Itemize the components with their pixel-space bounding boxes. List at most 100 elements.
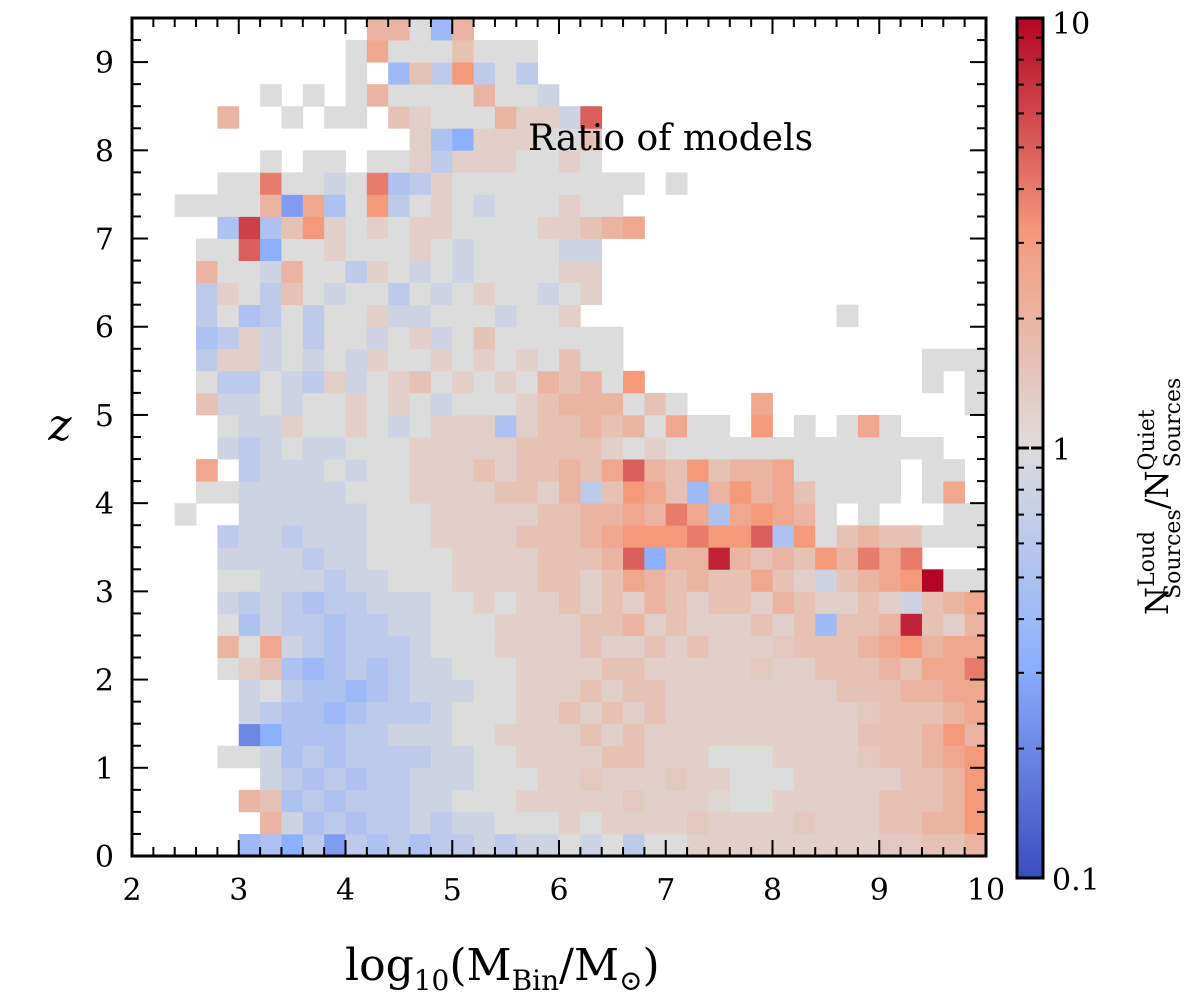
- heatmap-cell: [324, 789, 346, 813]
- heatmap-cell: [409, 745, 432, 769]
- heatmap-cell: [793, 547, 816, 570]
- heatmap-cell: [366, 569, 389, 592]
- heatmap-cell: [238, 326, 261, 350]
- annotation-text: Ratio of models: [528, 118, 813, 159]
- heatmap-cell: [452, 635, 474, 658]
- heatmap-cell: [729, 635, 752, 658]
- heatmap-cell: [366, 723, 389, 747]
- heatmap-cell: [494, 657, 517, 680]
- heatmap-cell: [430, 591, 453, 614]
- heatmap-cell: [879, 723, 901, 747]
- heatmap-cell: [238, 723, 261, 747]
- heatmap-cell: [687, 503, 709, 526]
- heatmap-cell: [302, 150, 325, 173]
- heatmap-cell: [601, 503, 624, 526]
- x-tick-label: 8: [763, 873, 782, 908]
- heatmap-cell: [302, 613, 325, 636]
- heatmap-cell: [580, 459, 603, 482]
- heatmap-cell: [281, 591, 304, 614]
- heatmap-cell: [601, 723, 624, 747]
- heatmap-cell: [964, 370, 987, 394]
- heatmap-cell: [238, 635, 261, 658]
- heatmap-cell: [857, 503, 880, 526]
- heatmap-cell: [857, 745, 880, 769]
- heatmap-cell: [281, 789, 304, 813]
- heatmap-cell: [623, 701, 645, 725]
- heatmap-cell: [345, 172, 368, 195]
- heatmap-cell: [623, 811, 645, 835]
- heatmap-cell: [324, 745, 346, 769]
- heatmap-cell: [388, 326, 410, 350]
- heatmap-cell: [281, 238, 304, 261]
- heatmap-cell: [665, 789, 688, 813]
- heatmap-cell: [559, 767, 581, 791]
- heatmap-cell: [772, 635, 795, 658]
- heatmap-cell: [409, 216, 432, 239]
- y-tick-label: 6: [95, 311, 114, 346]
- heatmap-cell: [494, 745, 517, 769]
- heatmap-cell: [473, 414, 496, 438]
- heatmap-cell: [537, 833, 560, 857]
- heatmap-cell: [879, 525, 901, 548]
- heatmap-cell: [644, 547, 667, 570]
- heatmap-cell: [836, 701, 859, 725]
- heatmap-cell: [452, 481, 474, 504]
- heatmap-cell: [879, 437, 901, 460]
- heatmap-cell: [537, 326, 560, 350]
- heatmap-cell: [238, 481, 261, 504]
- heatmap-cell: [708, 525, 731, 548]
- heatmap-cell: [580, 348, 603, 372]
- heatmap-cell: [793, 437, 816, 460]
- heatmap-cell: [388, 613, 410, 636]
- heatmap-cell: [559, 811, 581, 835]
- heatmap-cell: [430, 547, 453, 570]
- heatmap-cell: [409, 348, 432, 372]
- heatmap-cell: [366, 392, 389, 416]
- heatmap-cell: [836, 547, 859, 570]
- heatmap-cell: [623, 591, 645, 614]
- heatmap-cell: [494, 679, 517, 703]
- heatmap-cell: [644, 833, 667, 857]
- heatmap-cell: [260, 150, 282, 173]
- heatmap-cell: [559, 723, 581, 747]
- heatmap-cell: [537, 348, 560, 372]
- heatmap-cell: [473, 194, 496, 217]
- heatmap-cell: [494, 481, 517, 504]
- heatmap-cell: [751, 392, 773, 416]
- heatmap-cell: [473, 40, 496, 63]
- heatmap-cell: [665, 569, 688, 592]
- heatmap-cell: [836, 613, 859, 636]
- heatmap-cell: [324, 701, 346, 725]
- heatmap-cell: [324, 172, 346, 195]
- heatmap-cell: [494, 547, 517, 570]
- heatmap-cell: [324, 459, 346, 482]
- heatmap-cell: [580, 282, 603, 306]
- heatmap-cell: [430, 282, 453, 306]
- heatmap-cell: [879, 679, 901, 703]
- heatmap-cell: [601, 657, 624, 680]
- heatmap-cell: [708, 481, 731, 504]
- heatmap-cell: [580, 128, 603, 151]
- heatmap-cell: [238, 172, 261, 195]
- heatmap-cell: [430, 326, 453, 350]
- heatmap-cell: [516, 216, 539, 239]
- heatmap-cell: [324, 392, 346, 416]
- heatmap-cell: [260, 767, 282, 791]
- heatmap-cell: [687, 833, 709, 857]
- heatmap-cell: [708, 414, 731, 438]
- heatmap-cell: [324, 326, 346, 350]
- heatmap-cell: [687, 811, 709, 835]
- heatmap-cell: [366, 18, 389, 41]
- heatmap-cell: [665, 701, 688, 725]
- heatmap-cell: [687, 679, 709, 703]
- heatmap-cell: [943, 701, 966, 725]
- heatmap-cell: [473, 282, 496, 306]
- heatmap-cell: [729, 525, 752, 548]
- heatmap-cell: [879, 459, 901, 482]
- heatmap-cell: [452, 503, 474, 526]
- heatmap-cell: [751, 767, 773, 791]
- heatmap-cell: [857, 547, 880, 570]
- heatmap-cell: [196, 348, 218, 372]
- heatmap-cell: [644, 635, 667, 658]
- heatmap-cell: [260, 547, 282, 570]
